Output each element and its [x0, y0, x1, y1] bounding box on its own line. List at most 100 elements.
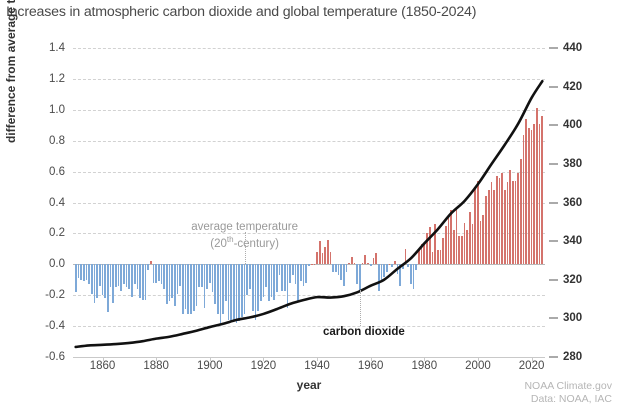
temperature-bar — [369, 264, 372, 266]
y2-axis-tick-label: 420 — [563, 80, 583, 93]
temperature-bar — [80, 264, 82, 280]
temperature-bar — [275, 264, 278, 293]
temperature-bar — [235, 264, 238, 323]
y2-axis-tick-label: 280 — [563, 351, 583, 363]
temperature-bar — [348, 262, 351, 265]
temperature-bar — [503, 190, 506, 265]
temperature-bar — [203, 264, 206, 308]
y-axis-tick-label: 0.8 — [49, 134, 65, 147]
temperature-bar — [208, 264, 211, 283]
right-axis-tick-mark — [549, 317, 558, 319]
temperature-bar — [321, 253, 324, 265]
temperature-bar — [399, 264, 401, 286]
temperature-bar — [329, 251, 332, 265]
temperature-bar — [200, 264, 203, 288]
temperature-bar — [420, 244, 423, 265]
x-axis-line — [73, 357, 545, 358]
temperature-bar — [316, 251, 318, 265]
temperature-bar — [257, 264, 259, 311]
temperature-bar — [388, 264, 391, 266]
x-axis-tick-label: 1900 — [196, 360, 223, 372]
temperature-bar — [305, 264, 308, 283]
temperature-bar — [187, 264, 190, 314]
x-axis-tick-label: 1940 — [304, 360, 330, 372]
temperature-bar — [82, 264, 85, 282]
y2-axis-tick-label: 400 — [563, 119, 583, 132]
temperature-bar — [372, 258, 375, 265]
co2-line-path — [74, 79, 544, 349]
temperature-bar — [219, 264, 222, 323]
temperature-bar — [182, 264, 184, 314]
temperature-bar — [270, 264, 273, 297]
temperature-bar — [273, 264, 275, 300]
temperature-bar — [176, 264, 179, 294]
temperature-bar — [345, 264, 348, 273]
right-axis-tick-mark — [549, 240, 558, 242]
temperature-bar — [528, 128, 530, 265]
temperature-bar — [367, 262, 369, 265]
temperature-bar — [246, 264, 249, 296]
temperature-bar — [410, 264, 412, 285]
temperature-bar — [332, 264, 334, 273]
gridline-y — [73, 202, 545, 204]
temperature-bar — [222, 264, 224, 314]
temperature-bar — [326, 239, 329, 265]
temperature-bar — [120, 264, 123, 291]
right-axis-tick-mark — [549, 356, 558, 358]
temperature-bar — [426, 233, 428, 265]
temperature-bar — [407, 264, 410, 268]
temperature-bar — [192, 264, 195, 311]
left-axis-label: difference from average temperature ( ˚C… — [4, 0, 18, 144]
temperature-bar — [383, 264, 385, 277]
temperature-bar — [498, 177, 501, 265]
y2-axis-tick-label: 360 — [563, 196, 583, 209]
temperature-bar — [458, 236, 460, 265]
temperature-bar — [487, 190, 490, 265]
temperature-bar — [88, 264, 90, 285]
temperature-bar — [93, 264, 96, 303]
temperature-bar — [533, 123, 536, 265]
x-axis-tick-mark — [209, 357, 211, 361]
temperature-bar — [461, 236, 463, 265]
temperature-bar — [351, 256, 353, 265]
temperature-bar — [125, 264, 128, 288]
temperature-bar — [98, 264, 101, 286]
plot-area: 1.4 1.2 1.0 0.8 0.6 0.4 0.2 0.0 -0.2 -0.4 -0.6 440 4… — [45, 42, 582, 392]
temperature-bar — [404, 248, 407, 265]
x-axis-tick-mark — [477, 357, 479, 361]
temperature-bar — [393, 261, 396, 265]
temperature-bar — [157, 264, 160, 282]
y-axis-tick-label: 1.0 — [49, 103, 65, 116]
temperature-bar — [115, 264, 117, 288]
x-axis-tick-mark — [102, 357, 104, 361]
x-axis-tick-label: 1880 — [143, 360, 169, 372]
temperature-bar — [334, 264, 337, 273]
right-axis-tick-mark — [549, 86, 558, 88]
temperature-bar — [289, 264, 292, 283]
temperature-bar — [128, 264, 131, 290]
temperature-bar — [251, 264, 254, 311]
temperature-bar — [509, 170, 511, 265]
temperature-bar — [101, 264, 104, 296]
credit-line-2: Data: NOAA, IAC — [530, 393, 612, 405]
temperature-bar — [190, 264, 192, 314]
right-axis-tick-mark — [549, 47, 558, 49]
temperature-bar — [450, 210, 452, 265]
temperature-bar — [171, 264, 174, 299]
temperature-bar — [485, 196, 487, 265]
temperature-bar — [284, 264, 286, 291]
temperature-bar — [501, 173, 503, 265]
temperature-bar — [324, 247, 326, 265]
temperature-bar — [74, 264, 77, 293]
temperature-bar — [506, 182, 509, 265]
right-axis-tick-mark — [549, 124, 558, 126]
temperature-bar — [474, 187, 477, 265]
x-axis-tick-mark — [370, 357, 372, 361]
temperature-bar — [439, 250, 442, 265]
annotation-leader-average-temperature — [244, 231, 246, 265]
gridline-y — [73, 140, 545, 142]
temperature-bar — [131, 264, 133, 297]
temperature-bar — [538, 123, 541, 265]
temperature-bar — [412, 264, 415, 290]
temperature-bar — [227, 264, 230, 320]
